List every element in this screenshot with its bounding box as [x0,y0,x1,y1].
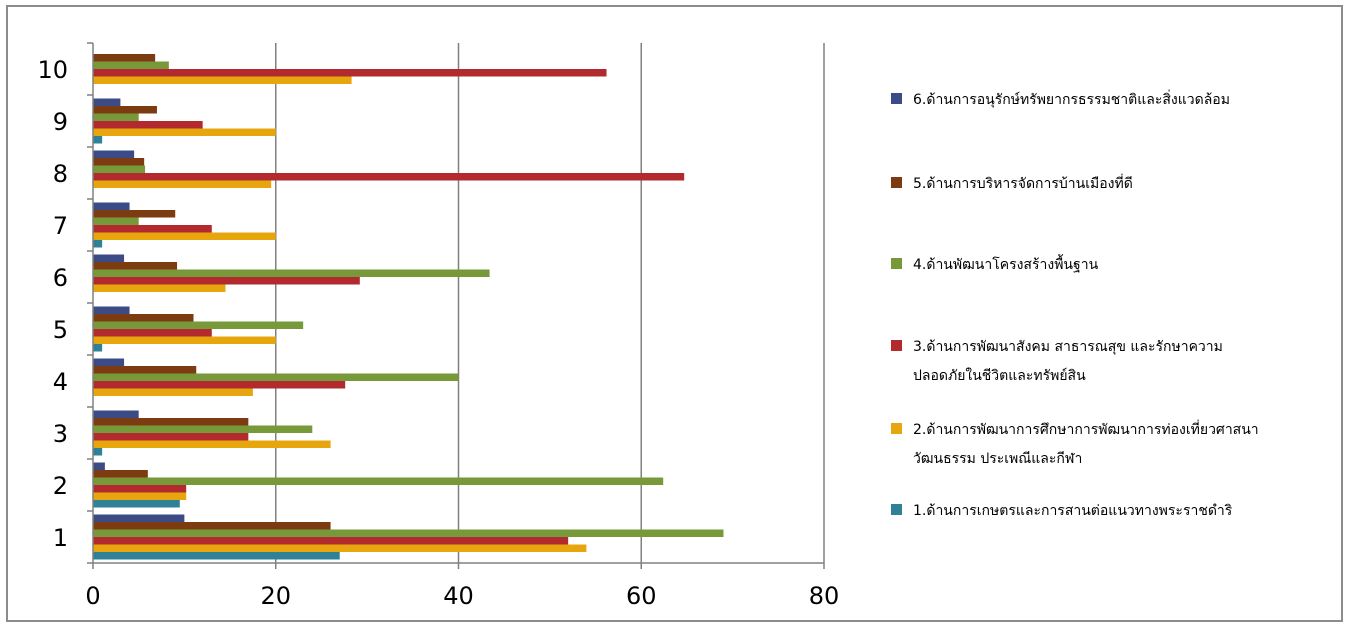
legend-swatch-2 [891,177,902,188]
bar-cat1-series3 [93,537,569,545]
legend-label-4-line2: ปลอดภัยในชีวิตและทรัพย์สิน [913,367,1086,384]
legend-swatch-3 [891,258,902,269]
bar-cat1-series6 [93,514,185,522]
bar-cat5-series3 [93,329,212,337]
bar-cat8-series2 [93,180,272,188]
bar-cat7-series1 [93,240,103,248]
legend-swatch-5 [891,423,902,434]
bar-cat1-series4 [93,529,724,537]
bar-cat4-series5 [93,366,197,374]
bar-cat2-series5 [93,470,148,478]
bar-cat10-series3 [93,69,607,77]
bar-cat2-series6 [93,462,105,470]
bar-cat9-series6 [93,98,121,106]
y-tick-label-6: 6 [53,264,68,292]
y-tick-label-3: 3 [53,420,68,448]
y-tick-label-8: 8 [53,160,68,188]
bar-cat4-series2 [93,388,253,396]
legend: 6.ด้านการอนุรักษ์ทรัพยากรธรรมชาติและสิ่ง… [891,90,1259,519]
bar-cat8-series4 [93,165,146,173]
bar-cat8-series5 [93,158,145,166]
gridlines [275,43,825,563]
bar-cat7-series4 [93,217,139,225]
bar-cat3-series1 [93,448,103,456]
bar-cat9-series4 [93,113,139,121]
legend-swatch-1 [891,93,902,104]
bar-cat10-series5 [93,54,156,62]
legend-label-5: 2.ด้านการพัฒนาการศึกษาการพัฒนาการท่องเที… [913,420,1259,438]
bar-cat10-series4 [93,61,169,69]
bar-cat9-series5 [93,106,157,114]
legend-label-2: 5.ด้านการบริหารจัดการบ้านเมืองที่ดี [913,174,1133,192]
bar-cat5-series5 [93,314,194,322]
y-tick-label-2: 2 [53,472,68,500]
legend-label-5-line2: วัฒนธรรม ประเพณีและกีฬา [913,451,1082,467]
bar-cat3-series2 [93,440,331,448]
x-tick-label-40: 40 [443,582,474,610]
x-tick-label-20: 20 [260,582,291,610]
y-tick-label-5: 5 [53,316,68,344]
y-tick-label-7: 7 [53,212,68,240]
bar-cat4-series6 [93,358,125,366]
legend-label-6: 1.ด้านการเกษตรและการสานต่อแนวทางพระราชดำ… [913,503,1233,519]
legend-label-3: 4.ด้านพัฒนาโครงสร้างพื้นฐาน [913,254,1099,273]
bar-cat9-series2 [93,128,276,136]
legend-swatch-4 [891,340,902,351]
bar-cat9-series1 [93,136,103,144]
bar-cat5-series1 [93,344,103,352]
bar-cat2-series2 [93,492,187,500]
bar-cat3-series6 [93,410,139,418]
legend-label-4: 3.ด้านการพัฒนาสังคม สาธารณสุข และรักษาคว… [913,339,1223,355]
bar-cat5-series4 [93,321,304,329]
y-tick-label-4: 4 [53,368,68,396]
bar-cat1-series2 [93,544,587,552]
bar-cat6-series4 [93,269,490,277]
legend-swatch-6 [891,504,902,515]
bar-chart: 1 2 3 4 5 6 7 8 9 10 0 20 40 60 80 6.ด้านการอนุรักษ์ท… [37,42,1259,610]
bar-cat3-series5 [93,418,249,426]
bar-cat5-series6 [93,306,130,314]
bar-cat5-series2 [93,336,276,344]
bar-cat2-series4 [93,477,664,485]
x-tick-labels: 0 20 40 60 80 [85,582,839,610]
x-tick-label-80: 80 [809,582,840,610]
bars [93,54,724,560]
bar-cat6-series3 [93,277,360,285]
bar-cat6-series2 [93,284,226,292]
y-tick-label-1: 1 [53,524,68,552]
bar-cat6-series5 [93,262,178,270]
y-tick-label-10: 10 [37,56,68,84]
bar-cat7-series5 [93,210,176,218]
x-tick-label-0: 0 [85,582,100,610]
bar-cat7-series3 [93,225,212,233]
bar-cat4-series3 [93,381,346,389]
axes [87,42,825,569]
bar-cat4-series4 [93,373,459,381]
x-tick-label-60: 60 [626,582,657,610]
y-tick-label-9: 9 [53,108,68,136]
bar-cat2-series3 [93,485,187,493]
bar-cat2-series1 [93,500,180,508]
bar-cat8-series3 [93,173,685,181]
bar-cat7-series6 [93,202,130,210]
legend-label-1: 6.ด้านการอนุรักษ์ทรัพยากรธรรมชาติและสิ่ง… [913,90,1230,108]
bar-cat8-series6 [93,150,135,158]
bar-cat9-series3 [93,121,203,129]
bar-cat3-series4 [93,425,313,433]
y-tick-labels: 1 2 3 4 5 6 7 8 9 10 [37,56,68,552]
bar-cat1-series5 [93,522,331,530]
bar-cat10-series2 [93,76,352,84]
bar-cat1-series1 [93,552,340,560]
bar-cat3-series3 [93,433,249,441]
chart-frame: 1 2 3 4 5 6 7 8 9 10 0 20 40 60 80 6.ด้านการอนุรักษ์ท… [6,5,1343,622]
bar-cat7-series2 [93,232,276,240]
bar-cat6-series6 [93,254,125,262]
